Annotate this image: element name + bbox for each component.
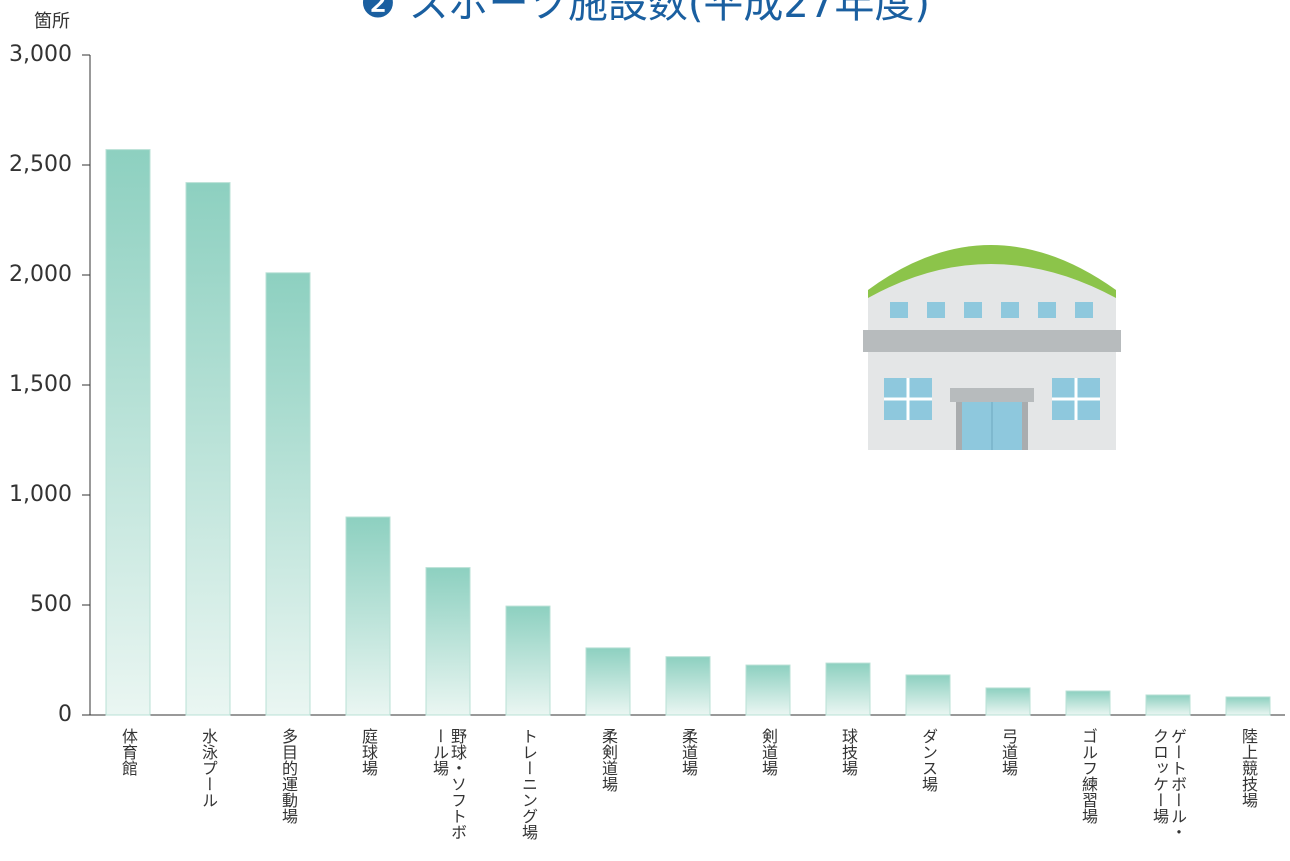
bar [745,664,791,716]
x-tick-label: 陸上競技場 [1239,728,1258,808]
x-tick-label: 庭球場 [359,728,378,776]
x-tick-label: 体育館 [119,728,138,776]
building-illustration [863,245,1121,450]
y-tick-label: 2,500 [9,152,72,177]
y-tick-label: 0 [58,702,72,727]
bar [665,656,711,716]
bar [985,687,1031,716]
bar [1225,696,1271,716]
y-tick-label: 3,000 [9,42,72,67]
bar [1065,690,1111,716]
bar [345,516,391,716]
y-tick-label: 500 [30,592,72,617]
bar [505,605,551,716]
x-tick-label: 多目的運動場 [279,728,298,824]
y-tick-label: 2,000 [9,262,72,287]
bar [825,662,871,716]
bar [1145,694,1191,716]
chart-title: ❷ スポーツ施設数(平成27年度) [360,0,930,27]
x-tick-label: ダンス場 [919,728,938,792]
x-tick-label: ゲートボール・クロッケー場 [1150,728,1187,840]
x-tick-label: ゴルフ練習場 [1079,728,1098,824]
x-tick-label: 柔道場 [679,728,698,776]
x-tick-label: 野球・ソフトボール場 [430,728,467,840]
bar [425,567,471,716]
x-tick-label: 球技場 [839,728,858,776]
x-tick-label: 水泳プール [199,728,218,808]
bar [265,272,311,716]
bar [105,149,151,716]
y-axis-unit: 箇所 [34,11,70,32]
y-tick-label: 1,500 [9,372,72,397]
bar [905,674,951,716]
bar [185,182,231,716]
x-tick-label: 柔剣道場 [599,728,618,792]
x-tick-label: 剣道場 [759,728,778,776]
x-tick-label: 弓道場 [999,728,1018,776]
y-tick-label: 1,000 [9,482,72,507]
bar [585,647,631,716]
x-tick-label: トレーニング場 [519,728,538,840]
